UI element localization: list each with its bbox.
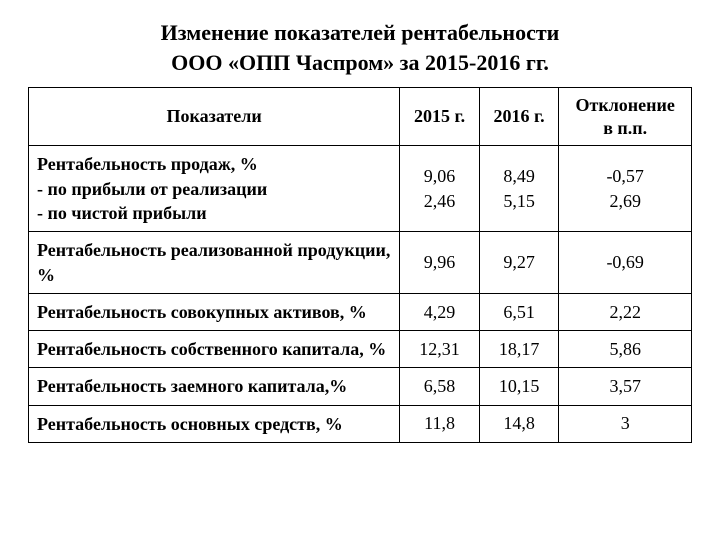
indicator-sub: - по чистой прибыли xyxy=(37,201,391,225)
value-2015: 6,58 xyxy=(400,368,480,405)
value-2016: 10,15 xyxy=(479,368,559,405)
value-deviation: -0,69 xyxy=(559,232,692,294)
table-row: Рентабельность реализованной продукции, … xyxy=(29,232,692,294)
indicator-cell: Рентабельность продаж, % - по прибыли от… xyxy=(29,146,400,232)
indicator-sub: - по прибыли от реализации xyxy=(37,177,391,201)
col-header-2015: 2015 г. xyxy=(400,88,480,146)
table-row: Рентабельность заемного капитала,% 6,58 … xyxy=(29,368,692,405)
value-2015: 11,8 xyxy=(400,405,480,442)
value-2015: 4,29 xyxy=(400,293,480,330)
profitability-table: Показатели 2015 г. 2016 г. Отклонение в … xyxy=(28,87,692,443)
indicator-main: Рентабельность продаж, % xyxy=(37,152,391,176)
indicator-cell: Рентабельность совокупных активов, % xyxy=(29,293,400,330)
value-deviation: 3,57 xyxy=(559,368,692,405)
value-2016: 14,8 xyxy=(479,405,559,442)
value: 5,15 xyxy=(488,189,551,214)
indicator-cell: Рентабельность заемного капитала,% xyxy=(29,368,400,405)
indicator-cell: Рентабельность реализованной продукции, … xyxy=(29,232,400,294)
value: 9,06 xyxy=(408,164,471,189)
value-deviation: 2,22 xyxy=(559,293,692,330)
table-row: Рентабельность основных средств, % 11,8 … xyxy=(29,405,692,442)
value-2015: 12,31 xyxy=(400,331,480,368)
table-row: Рентабельность продаж, % - по прибыли от… xyxy=(29,146,692,232)
value: 8,49 xyxy=(488,164,551,189)
value: -0,57 xyxy=(567,164,683,189)
dev-header-line1: Отклонение xyxy=(567,94,683,117)
indicator-cell: Рентабельность основных средств, % xyxy=(29,405,400,442)
value-deviation: 3 xyxy=(559,405,692,442)
indicator-cell: Рентабельность собственного капитала, % xyxy=(29,331,400,368)
value-2015: 9,96 xyxy=(400,232,480,294)
title-line-1: Изменение показателей рентабельности xyxy=(161,20,560,45)
value-deviation: -0,57 2,69 xyxy=(559,146,692,232)
table-header-row: Показатели 2015 г. 2016 г. Отклонение в … xyxy=(29,88,692,146)
title-line-2: ООО «ОПП Часпром» за 2015-2016 гг. xyxy=(171,50,549,75)
value: 2,46 xyxy=(408,189,471,214)
value-2016: 8,49 5,15 xyxy=(479,146,559,232)
value-2016: 18,17 xyxy=(479,331,559,368)
value: 2,69 xyxy=(567,189,683,214)
dev-header-line2: в п.п. xyxy=(567,117,683,140)
col-header-2016: 2016 г. xyxy=(479,88,559,146)
value-2015: 9,06 2,46 xyxy=(400,146,480,232)
page-title: Изменение показателей рентабельности ООО… xyxy=(28,18,692,77)
table-row: Рентабельность собственного капитала, % … xyxy=(29,331,692,368)
col-header-indicator: Показатели xyxy=(29,88,400,146)
table-row: Рентабельность совокупных активов, % 4,2… xyxy=(29,293,692,330)
value-deviation: 5,86 xyxy=(559,331,692,368)
value-2016: 9,27 xyxy=(479,232,559,294)
value-2016: 6,51 xyxy=(479,293,559,330)
col-header-deviation: Отклонение в п.п. xyxy=(559,88,692,146)
